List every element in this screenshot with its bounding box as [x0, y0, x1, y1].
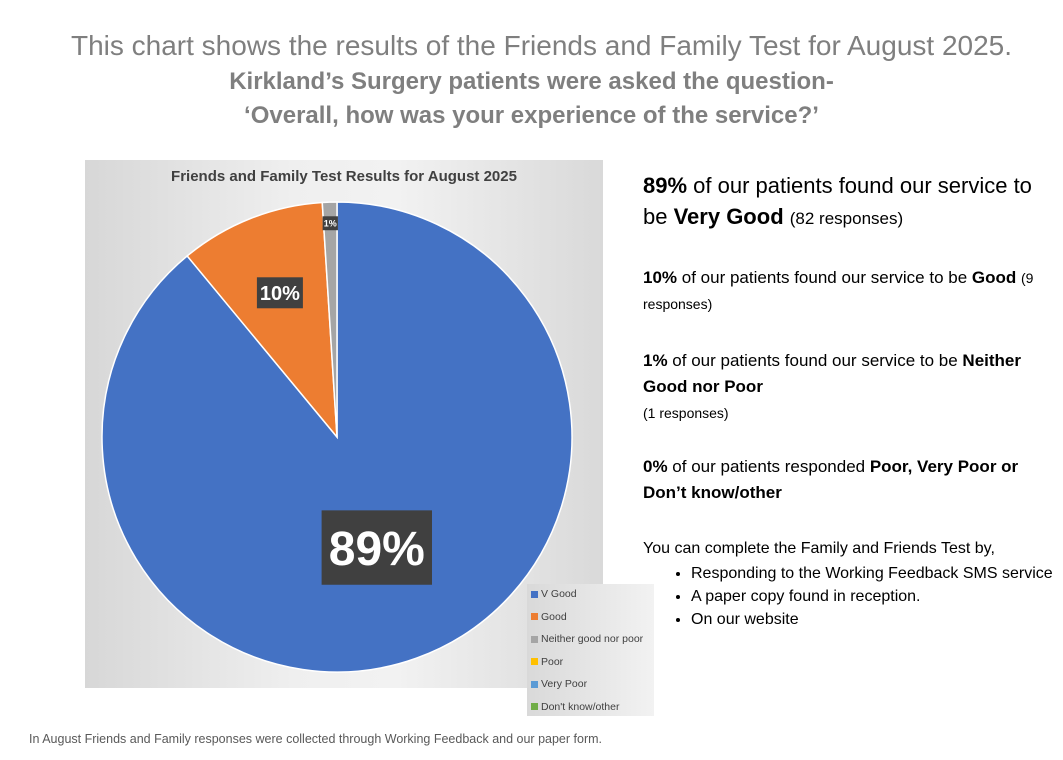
how-to-complete: You can complete the Family and Friends … [643, 540, 1053, 631]
legend-item: Very Poor [531, 678, 587, 692]
legend-swatch [531, 635, 538, 643]
stat-good-label: Good [971, 268, 1017, 287]
stat-neither-label: Neither Good nor Poor [643, 351, 1021, 396]
stat-neither-responses: (1 responses) [643, 405, 729, 421]
header-line-3: ‘Overall, how was your experience of the… [244, 102, 819, 129]
legend-label: Neither good nor poor [541, 633, 644, 645]
header-line-2: Kirkland’s Surgery patients were asked t… [229, 68, 834, 95]
chart-legend: V Good Good Neither good nor poor Poor Very … [527, 584, 654, 716]
legend-swatch [531, 680, 538, 688]
legend-item: Neither good nor poor [531, 633, 643, 647]
legend-item: Good [531, 611, 567, 625]
pie-slice-neither-good-nor-poor [321, 201, 338, 438]
stat-poor-label: Poor, Very Poor or Don’t know/other [643, 457, 1019, 502]
stat-good: 10% of our patients found our service to… [643, 265, 1053, 317]
chart-title: Friends and Family Test Results for Augu… [171, 168, 517, 185]
data-label-0: 89% [321, 510, 433, 585]
legend-item: Don't know/other [531, 701, 619, 715]
stat-very-good-label: Very Good [673, 204, 784, 229]
legend-swatch [531, 703, 538, 711]
pie-chart: 89% 10% 1% [101, 201, 573, 673]
stat-good-responses: (9 responses) [643, 270, 1034, 312]
stat-neither-pct: 1% [643, 351, 668, 370]
stat-poor-pct: 0% [643, 457, 668, 476]
data-label-box [322, 216, 338, 231]
stat-very-good: 89% of our patients found our service to… [643, 170, 1053, 234]
footer-note: In August Friends and Family responses w… [29, 732, 602, 746]
stat-neither-text: of our patients found our service to be [667, 351, 963, 370]
stat-good-pct: 10% [643, 268, 678, 287]
stat-good-text: of our patients found our service to be [677, 268, 972, 287]
pie-slice-good [186, 201, 338, 440]
how-to-item: A paper copy found in reception. [691, 585, 1053, 608]
legend-label: Poor [541, 655, 564, 668]
stat-poor-text: of our patients responded [667, 457, 870, 476]
how-to-intro: You can complete the Family and Friends … [643, 540, 995, 557]
header: This chart shows the results of the Frie… [0, 30, 1063, 130]
stat-neither: 1% of our patients found our service to … [643, 348, 1053, 426]
legend-item: Poor [531, 656, 563, 670]
data-label-text: 10% [260, 283, 300, 305]
stat-very-good-text: of our patients found our service to be [643, 173, 1032, 229]
legend-swatch [531, 613, 538, 621]
legend-label: Don't know/other [541, 700, 620, 713]
how-to-list: Responding to the Working Feedback SMS s… [643, 562, 1053, 631]
data-label-box [321, 510, 433, 585]
how-to-item: Responding to the Working Feedback SMS s… [691, 562, 1053, 585]
data-label-1: 10% [256, 277, 303, 309]
legend-label: V Good [541, 588, 577, 600]
legend-item: V Good [531, 588, 577, 602]
data-label-text: 1% [324, 218, 337, 228]
legend-swatch [531, 658, 538, 666]
legend-label: Good [541, 610, 567, 623]
legend-swatch [531, 590, 538, 598]
header-line-1: This chart shows the results of the Frie… [70, 30, 1013, 61]
data-label-box [256, 277, 303, 309]
stats-panel: 89% of our patients found our service to… [643, 170, 1053, 506]
data-label-text: 89% [329, 523, 425, 576]
pie-chart-area: 89% 10% 1% Friends and Family Test Results… [85, 160, 603, 688]
stat-very-good-pct: 89% [643, 173, 688, 198]
data-label-2: 1% [322, 216, 338, 231]
how-to-item: On our website [691, 608, 1053, 631]
stat-poor: 0% of our patients responded Poor, Very … [643, 454, 1053, 506]
legend-label: Very Poor [541, 678, 588, 690]
stat-very-good-responses: (82 responses) [789, 209, 904, 228]
